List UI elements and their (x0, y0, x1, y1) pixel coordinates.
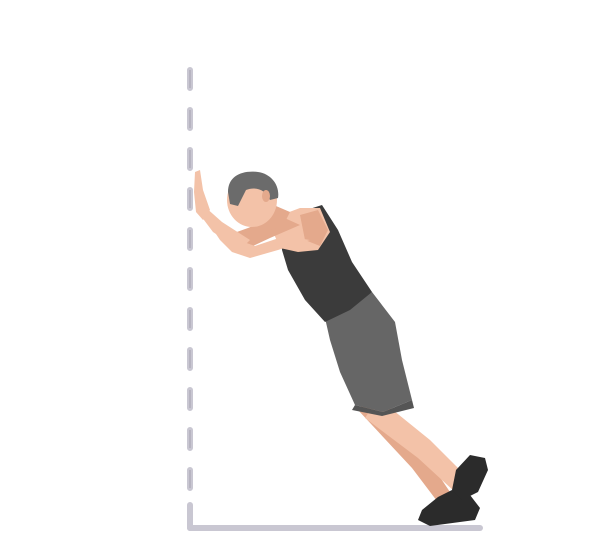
hair (228, 171, 279, 206)
neck (258, 206, 290, 230)
shorts-shade (352, 400, 414, 416)
floor (187, 502, 483, 531)
shoulder-shade (300, 210, 328, 246)
ear (262, 190, 270, 202)
front-leg (365, 398, 468, 492)
person-figure (194, 170, 488, 526)
near-arm (200, 210, 310, 258)
hand-icon (194, 170, 210, 220)
front-shoe-icon (452, 455, 488, 500)
shorts (325, 292, 412, 412)
back-shoe-icon (418, 490, 480, 526)
